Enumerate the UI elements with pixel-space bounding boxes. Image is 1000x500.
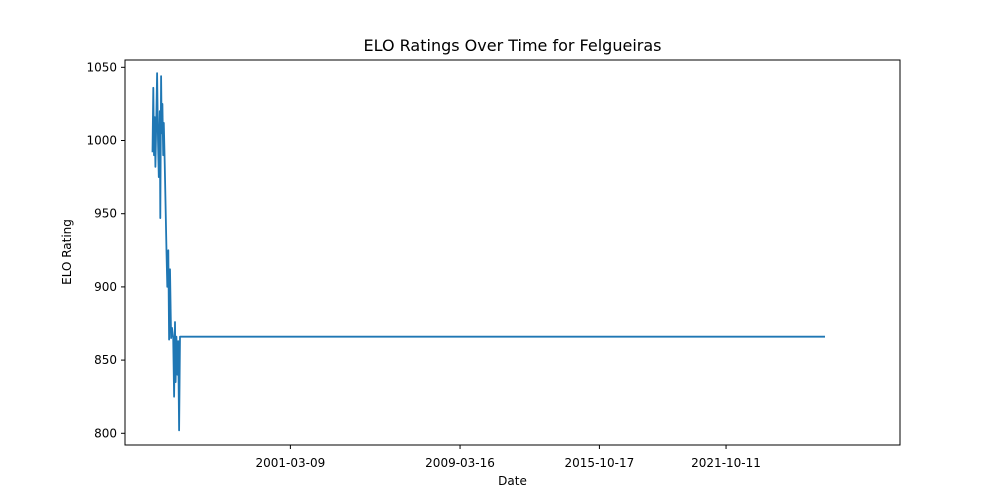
- x-axis: 2001-03-09 2009-03-16 2015-10-17 2021-10-11: [256, 445, 761, 470]
- series-line-0: [151, 72, 825, 432]
- y-tick-label: 950: [94, 207, 117, 221]
- x-axis-label: Date: [498, 474, 527, 488]
- y-tick-label: 900: [94, 280, 117, 294]
- x-tick-label: 2009-03-16: [425, 456, 495, 470]
- x-tick-label: 2021-10-11: [691, 456, 761, 470]
- y-axis-label: ELO Rating: [60, 219, 74, 285]
- y-tick-label: 800: [94, 426, 117, 440]
- axes-frame: [124, 59, 901, 446]
- y-tick-label: 1000: [86, 134, 117, 148]
- y-tick-label: 850: [94, 353, 117, 367]
- y-tick-label: 1050: [86, 60, 117, 74]
- x-tick-label: 2001-03-09: [256, 456, 326, 470]
- plot-area: [151, 72, 825, 432]
- y-axis: 800 850 900 950 1000 1050: [86, 60, 125, 440]
- chart-title: ELO Ratings Over Time for Felgueiras: [364, 36, 662, 55]
- x-tick-label: 2015-10-17: [565, 456, 635, 470]
